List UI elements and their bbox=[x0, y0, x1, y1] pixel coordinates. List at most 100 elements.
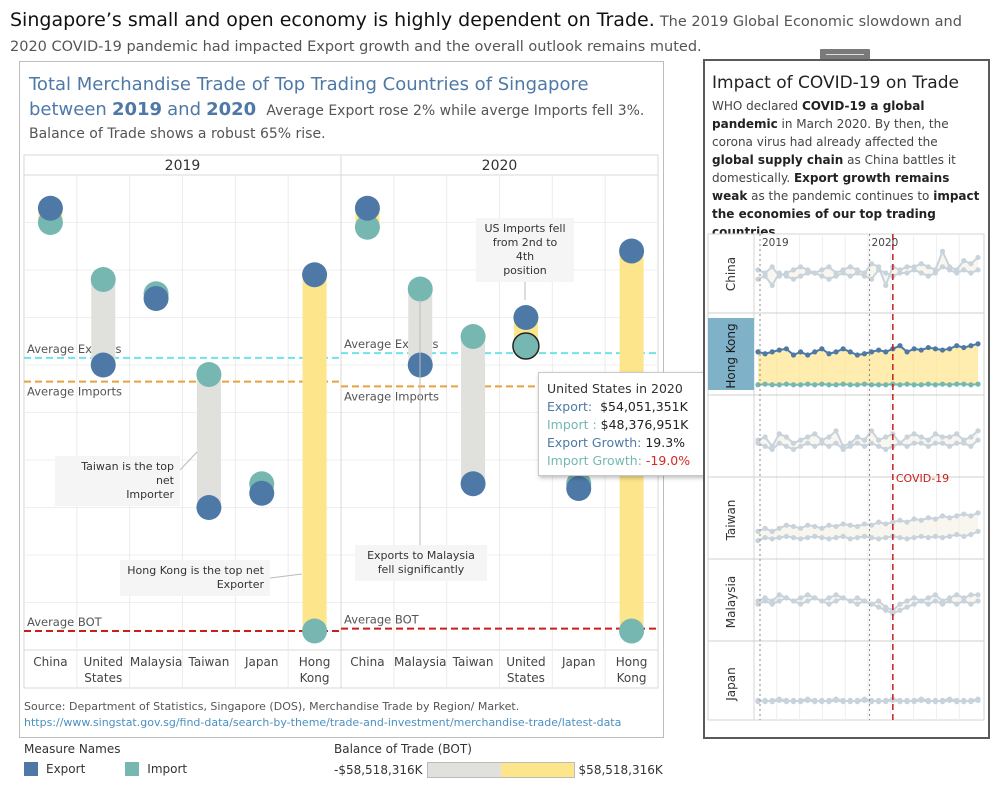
category-label: Malaysia bbox=[130, 655, 182, 669]
source-prefix: Source: bbox=[24, 700, 66, 713]
panel-header-2020: 2020 bbox=[482, 158, 518, 174]
title-year-a: 2019 bbox=[111, 99, 163, 120]
bot-bar bbox=[302, 274, 327, 631]
tooltip-export-value: $54,051,351K bbox=[600, 399, 688, 414]
annotation-us: US Imports fell from 2nd to 4th position bbox=[476, 218, 574, 282]
import-dot bbox=[513, 333, 539, 359]
hover-ring bbox=[512, 332, 540, 360]
category-label: Kong bbox=[300, 671, 330, 685]
category-label: Hong bbox=[616, 655, 648, 669]
title-year-b: 2020 bbox=[206, 99, 257, 120]
tooltip-export-growth-label: Export Growth: bbox=[547, 435, 642, 450]
legend-measure-names: Measure Names Export Import bbox=[24, 742, 187, 776]
category-label: Malaysia bbox=[394, 655, 446, 669]
tooltip-import-growth-value: -19.0% bbox=[645, 453, 691, 468]
tooltip-export-label: Export: bbox=[547, 399, 593, 414]
export-dot bbox=[566, 476, 592, 501]
legend-swatch-import bbox=[125, 762, 140, 776]
category-label: Japan bbox=[561, 655, 595, 669]
tooltip-import-value: $48,376,951K bbox=[600, 417, 689, 432]
headline: Singapore’s small and open economy is hi… bbox=[10, 8, 985, 59]
import-dot bbox=[460, 324, 486, 349]
tooltip-export-growth-value: 19.3% bbox=[645, 435, 686, 450]
category-label: Taiwan bbox=[188, 655, 230, 669]
title-between: between bbox=[29, 99, 107, 120]
legend-measure-title: Measure Names bbox=[24, 742, 121, 756]
title-note1: Average Export rose 2% while averge Impo… bbox=[266, 103, 645, 119]
annotation-hongkong: Hong Kong is the top net Exporter bbox=[120, 560, 270, 596]
annotation-hongkong-line1: Hong Kong is the top net bbox=[127, 564, 264, 577]
rp-text-5: as the pandemic continues to bbox=[751, 189, 930, 203]
rp-text-1b: COVID-19 a global pandemic bbox=[712, 99, 925, 131]
rp-text-1: WHO declared bbox=[712, 99, 799, 113]
bot-bar bbox=[461, 336, 486, 484]
rp-text-2: in March 2020. By then, the corona virus… bbox=[712, 117, 949, 149]
legend-swatch-export bbox=[24, 762, 38, 776]
panel-header-2019: 2019 bbox=[165, 158, 201, 174]
import-dot bbox=[302, 618, 328, 644]
legend-bot-max: $58,518,316K bbox=[578, 763, 663, 777]
legend-bot-title: Balance of Trade (BOT) bbox=[334, 742, 472, 756]
legend-bot-gradient bbox=[426, 762, 575, 778]
legend-bot: Balance of Trade (BOT) -$58,518,316K $58… bbox=[334, 742, 663, 778]
ref-label-avg_bot: Average BOT bbox=[344, 613, 420, 627]
title-and: and bbox=[167, 99, 202, 120]
title-note2: Balance of Trade shows a robust 65% rise… bbox=[29, 126, 326, 142]
annotation-us-line2: from 2nd to 4th bbox=[492, 236, 558, 263]
annotation-leader-hongkong bbox=[269, 573, 303, 579]
legend-bot-min: -$58,518,316K bbox=[334, 763, 423, 777]
annotation-malaysia-line1: Exports to Malaysia bbox=[367, 549, 475, 562]
covid-panel-text: WHO declared COVID-19 a global pandemic … bbox=[712, 97, 982, 241]
title-line1: Total Merchandise Trade of Top Trading C… bbox=[29, 74, 589, 95]
category-label: China bbox=[33, 655, 67, 669]
export-dot bbox=[249, 480, 275, 506]
covid-panel-title: Impact of COVID-19 on Trade bbox=[712, 73, 959, 93]
export-dot bbox=[143, 286, 169, 311]
import-dot bbox=[619, 618, 645, 644]
rp-text-6: . bbox=[775, 225, 780, 239]
export-dot bbox=[196, 495, 222, 520]
ref-label-avg_imports: Average Imports bbox=[344, 389, 439, 403]
bot-bar bbox=[196, 374, 221, 508]
rp-text-4b: Export growth remains weak bbox=[712, 171, 950, 203]
category-label: Japan bbox=[244, 655, 278, 669]
annotation-taiwan: Taiwan is the top net Importer bbox=[55, 456, 180, 506]
export-dot bbox=[90, 352, 116, 378]
ref-label-avg_bot: Average BOT bbox=[27, 615, 103, 629]
annotation-taiwan-line1: Taiwan is the top net bbox=[81, 460, 174, 487]
import-dot bbox=[90, 267, 116, 292]
panel-drag-handle[interactable] bbox=[820, 49, 870, 61]
annotation-hongkong-line2: Exporter bbox=[216, 578, 264, 591]
category-label: China bbox=[350, 655, 384, 669]
source-link[interactable]: https://www.singstat.gov.sg/find-data/se… bbox=[24, 716, 622, 729]
annotation-us-line3: position bbox=[503, 264, 547, 277]
export-dot bbox=[354, 195, 380, 221]
export-dot bbox=[513, 305, 539, 330]
export-dot bbox=[37, 195, 63, 221]
annotation-us-line1: US Imports fell bbox=[484, 222, 566, 235]
category-label: Hong bbox=[299, 655, 331, 669]
main-chart-title: Total Merchandise Trade of Top Trading C… bbox=[29, 72, 654, 145]
annotation-leader-taiwan bbox=[179, 451, 198, 471]
rp-text-2b: global supply chain bbox=[712, 153, 844, 167]
tooltip-title: United States in 2020 bbox=[547, 381, 683, 396]
category-label: States bbox=[84, 671, 122, 685]
legend-item-import[interactable]: Import bbox=[125, 762, 187, 776]
bot-bar bbox=[91, 279, 116, 365]
category-label: States bbox=[507, 671, 545, 685]
annotation-malaysia-line2: fell significantly bbox=[377, 563, 465, 576]
headline-sub: The 2019 Global Economic slowdown and 20… bbox=[10, 14, 962, 55]
title-line2: between 2019 and 2020 Average Export ros… bbox=[29, 98, 654, 123]
category-label: Kong bbox=[617, 671, 647, 685]
tooltip-import-growth-label: Import Growth: bbox=[547, 453, 642, 468]
tooltip-import-label: Import : bbox=[547, 417, 597, 432]
export-dot bbox=[302, 262, 328, 288]
annotation-taiwan-line2: Importer bbox=[126, 488, 174, 501]
import-dot bbox=[407, 276, 433, 302]
category-label: United bbox=[84, 655, 123, 669]
legend-item-export[interactable]: Export bbox=[24, 762, 85, 776]
category-label: Taiwan bbox=[452, 655, 494, 669]
source-text: Department of Statistics, Singapore (DOS… bbox=[69, 700, 520, 713]
import-dot bbox=[354, 214, 380, 240]
ref-label-avg_imports: Average Imports bbox=[27, 385, 122, 399]
